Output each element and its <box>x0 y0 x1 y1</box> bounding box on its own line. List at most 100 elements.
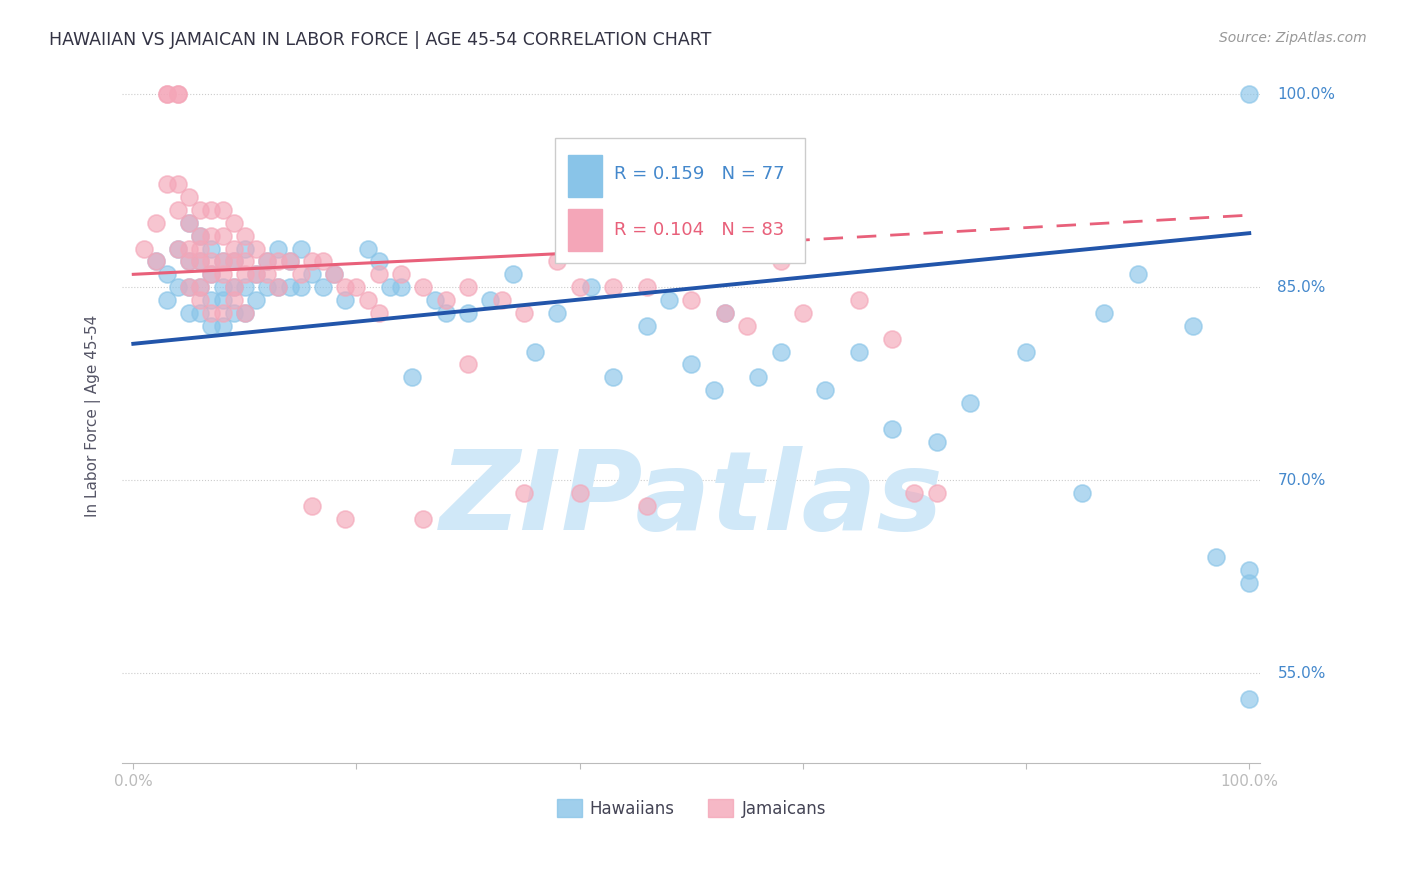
Point <box>546 254 568 268</box>
Point <box>200 268 222 282</box>
Point <box>188 202 211 217</box>
Point <box>513 486 536 500</box>
Point <box>211 254 233 268</box>
Point <box>848 293 870 307</box>
Point <box>200 306 222 320</box>
Point <box>156 268 179 282</box>
Y-axis label: In Labor Force | Age 45-54: In Labor Force | Age 45-54 <box>86 315 101 517</box>
Point <box>222 306 245 320</box>
Text: 70.0%: 70.0% <box>1278 473 1326 488</box>
Point <box>312 280 335 294</box>
Point <box>156 87 179 102</box>
Text: HAWAIIAN VS JAMAICAN IN LABOR FORCE | AGE 45-54 CORRELATION CHART: HAWAIIAN VS JAMAICAN IN LABOR FORCE | AG… <box>49 31 711 49</box>
Point <box>290 268 312 282</box>
Point <box>312 254 335 268</box>
Point <box>769 254 792 268</box>
Point <box>367 254 389 268</box>
Point <box>323 268 346 282</box>
Point <box>200 254 222 268</box>
Point <box>301 499 323 513</box>
Point <box>1182 318 1205 333</box>
Point <box>134 242 156 256</box>
Point <box>267 280 290 294</box>
Point <box>290 280 312 294</box>
Point <box>211 318 233 333</box>
Text: Source: ZipAtlas.com: Source: ZipAtlas.com <box>1219 31 1367 45</box>
Point <box>792 306 814 320</box>
Point <box>245 293 267 307</box>
Point <box>681 293 703 307</box>
Point <box>278 280 301 294</box>
Point <box>167 280 190 294</box>
Point <box>769 344 792 359</box>
Point <box>188 306 211 320</box>
Point <box>233 306 256 320</box>
Point <box>1205 550 1227 565</box>
FancyBboxPatch shape <box>568 155 603 197</box>
Point <box>367 306 389 320</box>
Point <box>256 254 278 268</box>
Point <box>188 228 211 243</box>
Point <box>188 254 211 268</box>
Point <box>747 370 769 384</box>
Point <box>713 306 735 320</box>
Point <box>211 254 233 268</box>
Text: 85.0%: 85.0% <box>1278 280 1326 294</box>
Point <box>177 254 200 268</box>
Point <box>457 280 479 294</box>
Point <box>177 216 200 230</box>
Point <box>1092 306 1115 320</box>
Text: R = 0.104   N = 83: R = 0.104 N = 83 <box>614 220 785 239</box>
Point <box>267 254 290 268</box>
Point <box>513 306 536 320</box>
Text: 55.0%: 55.0% <box>1278 665 1326 681</box>
Point <box>335 293 357 307</box>
Point <box>233 228 256 243</box>
Point <box>200 228 222 243</box>
Point <box>177 190 200 204</box>
Point <box>200 293 222 307</box>
Point <box>188 280 211 294</box>
Point <box>233 242 256 256</box>
Point <box>602 280 624 294</box>
Point <box>177 254 200 268</box>
Point <box>636 280 658 294</box>
Point <box>167 242 190 256</box>
Point <box>434 306 457 320</box>
Point <box>222 254 245 268</box>
Point <box>167 87 190 102</box>
Point <box>681 357 703 371</box>
Point <box>323 268 346 282</box>
Point <box>568 486 591 500</box>
Point <box>290 242 312 256</box>
Point <box>278 254 301 268</box>
Point <box>735 318 758 333</box>
Point <box>356 242 378 256</box>
Point <box>636 499 658 513</box>
Point <box>188 242 211 256</box>
Point <box>848 344 870 359</box>
Point <box>188 280 211 294</box>
Text: ZIPatlas: ZIPatlas <box>440 446 943 553</box>
Point <box>1015 344 1038 359</box>
Point <box>222 242 245 256</box>
Point <box>636 318 658 333</box>
Point <box>925 434 948 449</box>
Point <box>658 293 681 307</box>
Point <box>167 202 190 217</box>
Point <box>167 87 190 102</box>
Point <box>156 87 179 102</box>
Point <box>378 280 401 294</box>
Point <box>156 293 179 307</box>
Point <box>713 306 735 320</box>
Point <box>222 293 245 307</box>
Point <box>1239 87 1261 102</box>
Point <box>1070 486 1092 500</box>
Point <box>245 268 267 282</box>
Point <box>412 280 434 294</box>
Point <box>188 228 211 243</box>
Point <box>602 370 624 384</box>
Point <box>491 293 513 307</box>
Point <box>245 242 267 256</box>
Point <box>389 280 412 294</box>
